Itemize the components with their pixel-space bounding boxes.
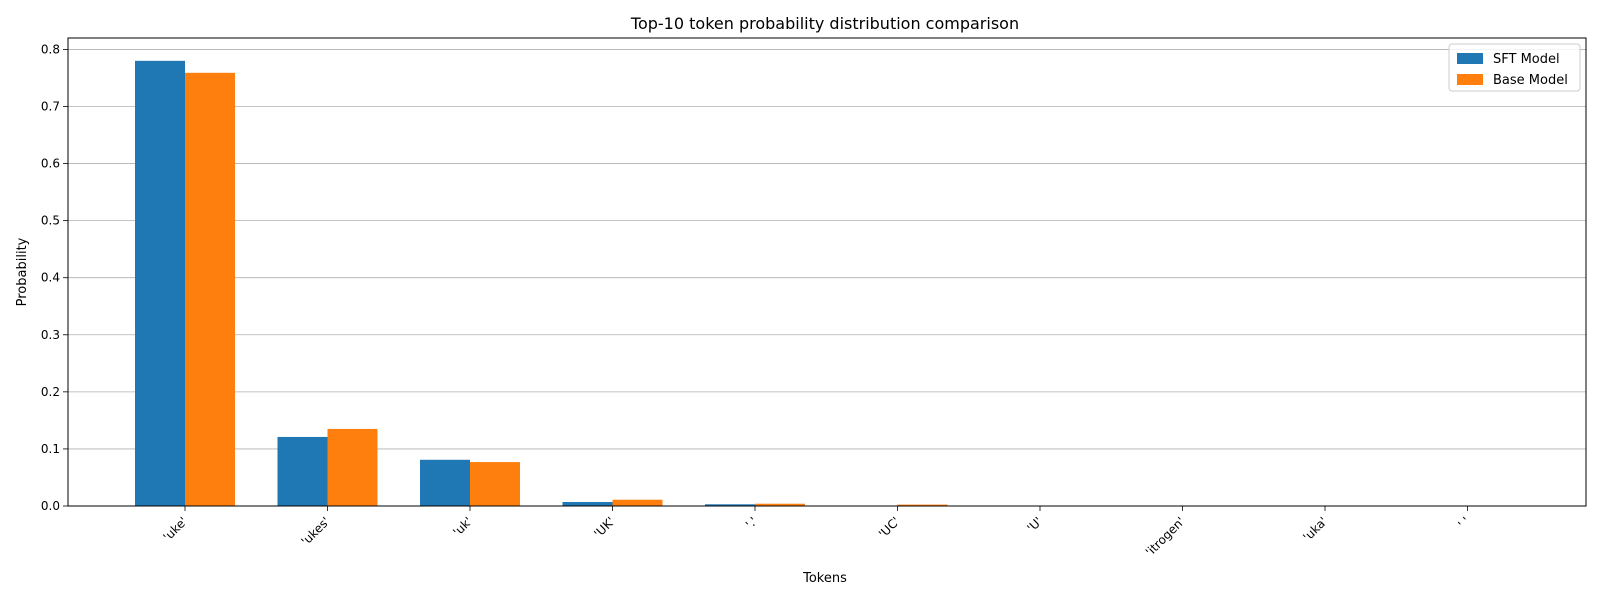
bar-base-model [185,73,235,506]
y-tick-label: 0.8 [41,42,60,56]
bar-base-model [613,500,663,506]
x-axis-label: Tokens [802,571,847,586]
bar-base-model [470,462,520,506]
x-tick-label: '.' [743,514,760,531]
y-tick-label: 0.0 [41,499,60,513]
plot-frame [68,38,1586,506]
bars [135,61,1518,506]
y-tick-label: 0.7 [41,99,60,113]
bar-base-model [328,429,378,506]
axes [68,38,1586,506]
chart-title: Top-10 token probability distribution co… [630,14,1019,33]
legend-swatch [1457,53,1483,64]
legend-swatch [1457,74,1483,85]
y-axis-label: Probability [15,237,30,306]
y-tick-label: 0.3 [41,328,60,342]
bar-sft-model [135,61,185,506]
x-tick-label: 'UK' [591,514,617,540]
x-tick-label: 'UC' [876,514,903,541]
x-tick-label: 'ukes' [298,514,332,548]
y-tick-label: 0.1 [41,442,60,456]
legend-label: SFT Model [1493,52,1560,67]
y-tick-label: 0.2 [41,385,60,399]
x-tick-label: 'uka' [1300,514,1330,544]
legend-label: Base Model [1493,73,1568,88]
y-tick-label: 0.4 [41,271,60,285]
x-tick-label: 'itrogen' [1143,514,1188,559]
x-axis-ticks: 'uke' 'ukes' 'uk' 'UK' '.' 'UC' 'U' 'itrogen' 'u… [160,506,1472,559]
bar-sft-model [563,502,613,506]
y-axis-ticks: 0.0 0.1 0.2 0.3 0.4 0.5 0.6 0.7 0.8 [41,42,68,513]
legend: SFT Model Base Model [1449,44,1580,91]
bar-sft-model [278,437,328,506]
bar-sft-model [420,460,470,506]
x-tick-label: 'uk' [450,514,475,539]
x-tick-label: 'uke' [160,514,190,544]
x-tick-label: 'U' [1024,514,1045,535]
y-tick-label: 0.5 [41,214,60,228]
x-tick-label: ' ' [1455,514,1472,531]
y-tick-label: 0.6 [41,157,60,171]
